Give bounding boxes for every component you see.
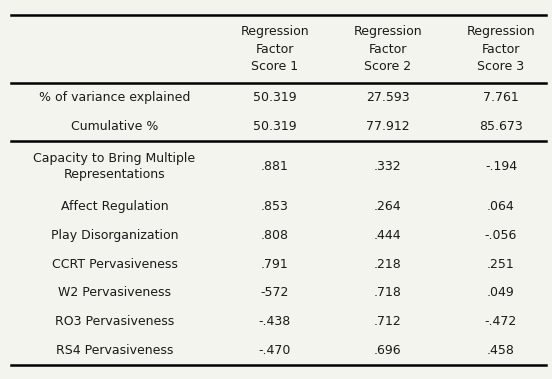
Text: -.194: -.194 <box>485 160 517 173</box>
Text: .251: .251 <box>487 258 515 271</box>
Text: Affect Regulation: Affect Regulation <box>61 200 168 213</box>
Text: Play Disorganization: Play Disorganization <box>51 229 178 242</box>
Text: .718: .718 <box>374 287 402 299</box>
Text: .881: .881 <box>261 160 289 173</box>
Text: .791: .791 <box>261 258 289 271</box>
Text: 50.319: 50.319 <box>253 120 296 133</box>
Text: CCRT Pervasiveness: CCRT Pervasiveness <box>51 258 178 271</box>
Text: Regression
Factor
Score 2: Regression Factor Score 2 <box>353 25 422 73</box>
Text: 77.912: 77.912 <box>366 120 410 133</box>
Text: Cumulative %: Cumulative % <box>71 120 158 133</box>
Text: -.056: -.056 <box>485 229 517 242</box>
Text: .808: .808 <box>261 229 289 242</box>
Text: 27.593: 27.593 <box>366 91 410 104</box>
Text: -.438: -.438 <box>258 315 291 328</box>
Text: Regression
Factor
Score 1: Regression Factor Score 1 <box>240 25 309 73</box>
Text: RS4 Pervasiveness: RS4 Pervasiveness <box>56 344 173 357</box>
Text: .696: .696 <box>374 344 402 357</box>
Text: .444: .444 <box>374 229 402 242</box>
Text: .064: .064 <box>487 200 515 213</box>
Text: .332: .332 <box>374 160 402 173</box>
Text: 50.319: 50.319 <box>253 91 296 104</box>
Text: -.472: -.472 <box>485 315 517 328</box>
Text: .218: .218 <box>374 258 402 271</box>
Text: .853: .853 <box>261 200 289 213</box>
Text: .049: .049 <box>487 287 515 299</box>
Text: Capacity to Bring Multiple
Representations: Capacity to Bring Multiple Representatio… <box>34 152 195 181</box>
Text: Regression
Factor
Score 3: Regression Factor Score 3 <box>466 25 535 73</box>
Text: RO3 Pervasiveness: RO3 Pervasiveness <box>55 315 174 328</box>
Text: 7.761: 7.761 <box>483 91 519 104</box>
Text: W2 Pervasiveness: W2 Pervasiveness <box>58 287 171 299</box>
Text: .712: .712 <box>374 315 402 328</box>
Text: 85.673: 85.673 <box>479 120 523 133</box>
Text: .458: .458 <box>487 344 515 357</box>
Text: % of variance explained: % of variance explained <box>39 91 190 104</box>
Text: -572: -572 <box>261 287 289 299</box>
Text: .264: .264 <box>374 200 402 213</box>
Text: -.470: -.470 <box>258 344 291 357</box>
